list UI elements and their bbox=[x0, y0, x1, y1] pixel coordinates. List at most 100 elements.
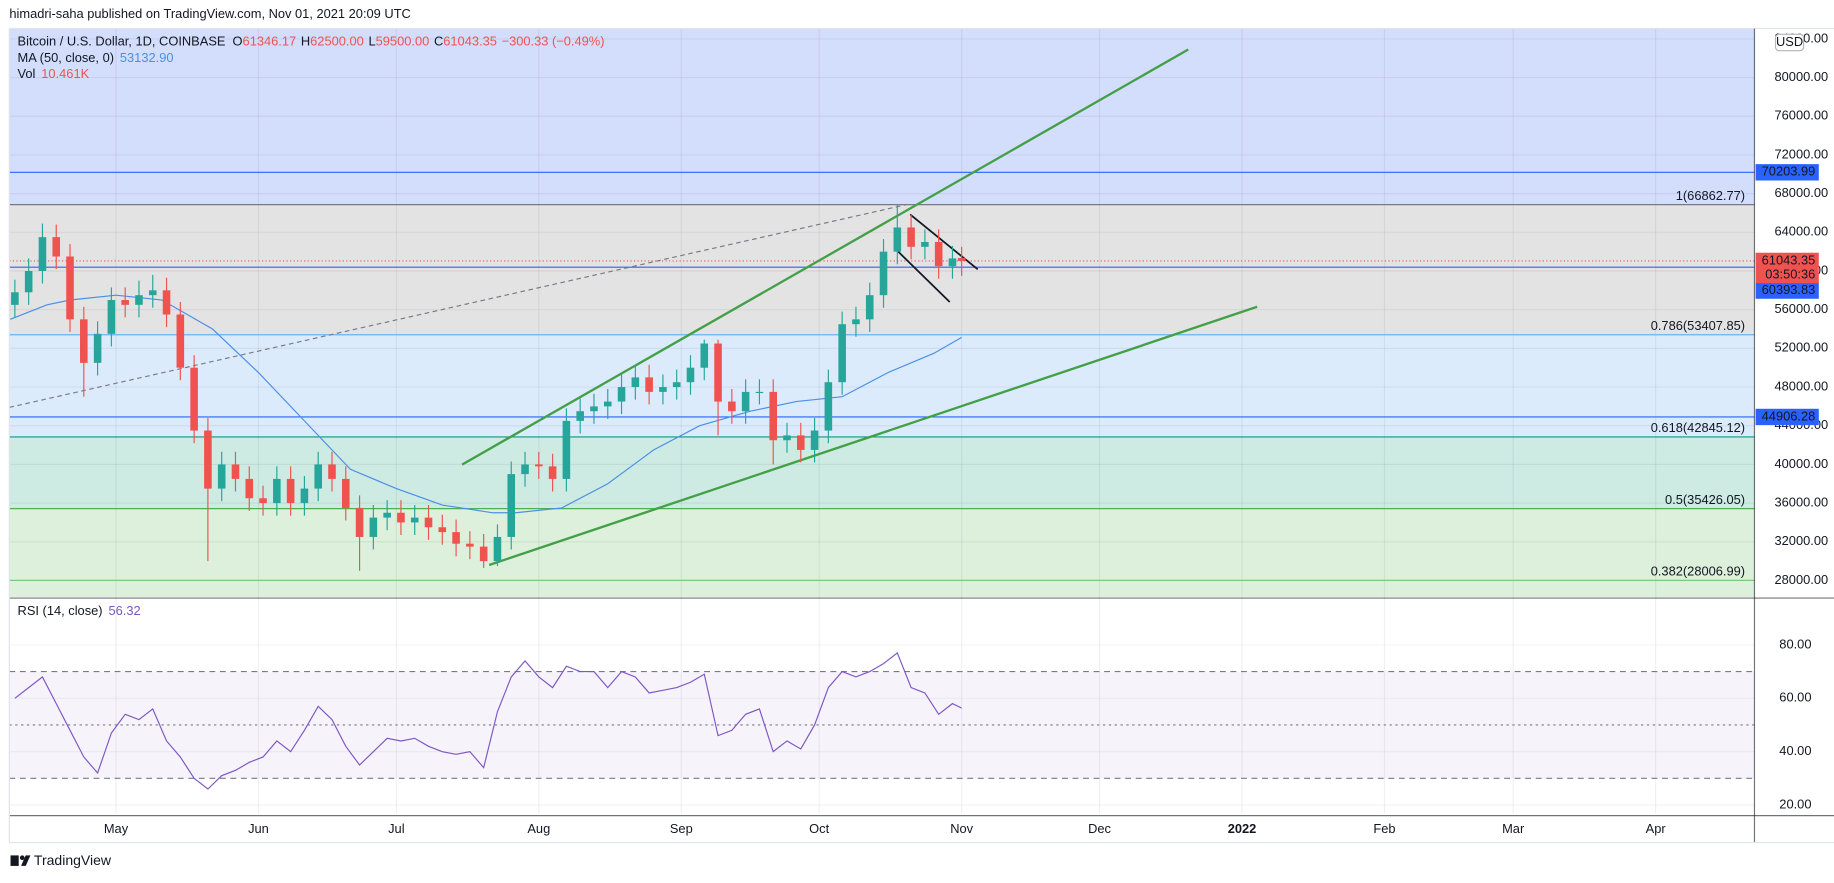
legend-item: 56.32 bbox=[108, 603, 140, 618]
x-tick-label: May bbox=[104, 821, 129, 836]
fib-label: 0.382(28006.99) bbox=[1651, 564, 1745, 579]
candle-body bbox=[176, 314, 185, 368]
moving-average bbox=[10, 294, 962, 514]
candle-body bbox=[190, 367, 198, 431]
series bbox=[10, 204, 966, 571]
rsi-tick-label: 20.00 bbox=[1779, 796, 1811, 811]
brand: TradingView bbox=[34, 852, 112, 868]
x-tick-label: Aug bbox=[527, 821, 550, 836]
fib-zone bbox=[9, 508, 1755, 581]
legend-item: 61346.17 bbox=[243, 34, 297, 49]
candle-body bbox=[452, 532, 460, 544]
rsi-line bbox=[14, 651, 962, 790]
candle-body bbox=[865, 295, 874, 320]
candle-body bbox=[824, 382, 833, 431]
candle-body bbox=[410, 517, 419, 523]
candle-body bbox=[957, 257, 966, 261]
candle-body bbox=[245, 478, 254, 499]
candle-body bbox=[535, 464, 543, 467]
candle-body bbox=[838, 324, 846, 383]
x-tick-label: Jun bbox=[248, 821, 269, 836]
candle-body bbox=[438, 527, 447, 533]
trend-line bbox=[909, 213, 979, 271]
price-badge-label: 60393.83 bbox=[1762, 282, 1816, 297]
candle-body bbox=[796, 435, 805, 450]
candle-body bbox=[493, 536, 502, 562]
candle-body bbox=[934, 241, 943, 267]
candle-body bbox=[741, 391, 750, 412]
legend-item: 53132.90 bbox=[120, 50, 174, 65]
price-badge-label: 44906.28 bbox=[1762, 408, 1816, 423]
legend-item: H bbox=[301, 34, 310, 49]
levels bbox=[9, 48, 1755, 581]
y-tick-label: 56000.00 bbox=[1775, 301, 1829, 316]
candle-body bbox=[879, 251, 888, 296]
y-tick-label: 68000.00 bbox=[1775, 185, 1829, 200]
x-tick-label: Sep bbox=[670, 821, 693, 836]
currency-badge bbox=[1774, 33, 1805, 52]
legend-item: 61043.35 bbox=[443, 34, 497, 49]
legend-item: L bbox=[368, 34, 375, 49]
price-badge bbox=[1755, 408, 1819, 426]
candle-body bbox=[38, 237, 47, 271]
candle-body bbox=[355, 507, 364, 537]
x-tick-label: Jul bbox=[388, 821, 404, 836]
legend-item: Vol bbox=[18, 67, 36, 82]
fib-label: 0.786(53407.85) bbox=[1651, 318, 1745, 333]
candle-body bbox=[135, 295, 143, 305]
candle-body bbox=[11, 292, 19, 305]
legend-item: 62500.00 bbox=[310, 34, 364, 49]
fib-label: 1(66862.77) bbox=[1676, 188, 1745, 203]
candle-body bbox=[769, 391, 778, 441]
x-tick-label: 2022 bbox=[1228, 821, 1257, 836]
published-note: himadri-saha published on TradingView.co… bbox=[9, 6, 411, 21]
candle-body bbox=[728, 401, 736, 412]
candle-body bbox=[162, 290, 171, 315]
candle-body bbox=[479, 546, 488, 562]
candle-body bbox=[66, 256, 74, 320]
candle-body bbox=[328, 464, 336, 479]
candle-body bbox=[383, 512, 391, 518]
legend-item: O bbox=[233, 34, 243, 49]
x-tick-label: Mar bbox=[1502, 821, 1525, 836]
trend-line bbox=[461, 48, 1189, 466]
candle-body bbox=[148, 290, 157, 296]
candle-body bbox=[852, 319, 860, 325]
candle-body bbox=[921, 241, 929, 247]
legend-item: 10.461K bbox=[41, 67, 89, 82]
x-tick-label: Dec bbox=[1088, 821, 1111, 836]
x-tick-label: Oct bbox=[809, 821, 829, 836]
candle-body bbox=[80, 319, 88, 363]
y-tick-label: 36000.00 bbox=[1775, 494, 1829, 509]
price-badge bbox=[1755, 164, 1819, 181]
ohlc-legend: Bitcoin / U.S. Dollar, 1D, COINBASE O6134… bbox=[18, 34, 605, 49]
rsi-tick-label: 60.00 bbox=[1779, 690, 1811, 705]
candle-body bbox=[273, 478, 281, 504]
candle-body bbox=[231, 464, 240, 479]
fib-zone bbox=[9, 436, 1755, 509]
candle-body bbox=[603, 401, 612, 407]
candle-body bbox=[314, 464, 323, 489]
candle-body bbox=[700, 343, 709, 368]
candle-body bbox=[686, 367, 695, 383]
candle-body bbox=[907, 227, 915, 247]
y-tick-label: 52000.00 bbox=[1775, 340, 1829, 355]
candle-body bbox=[783, 435, 791, 441]
legend-item: RSI (14, close) bbox=[18, 603, 103, 618]
rsi-tick-label: 40.00 bbox=[1779, 743, 1811, 758]
x-tick-label: Nov bbox=[950, 821, 973, 836]
legend-item: −300.33 (−0.49%) bbox=[502, 34, 605, 49]
fib-label: 0.618(42845.12) bbox=[1651, 420, 1745, 435]
volume-legend: Vol 10.461K bbox=[18, 67, 90, 82]
candle-body bbox=[24, 270, 33, 293]
legend-item: Bitcoin / U.S. Dollar, 1D, COINBASE bbox=[18, 34, 226, 49]
trend-line bbox=[9, 204, 907, 408]
candle-body bbox=[93, 333, 102, 363]
candle-body bbox=[121, 300, 129, 305]
ma-legend: MA (50, close, 0) 53132.90 bbox=[18, 50, 174, 65]
last-price-label: 61043.35 bbox=[1762, 252, 1816, 267]
candle-body bbox=[521, 464, 529, 475]
y-tick-label: 80000.00 bbox=[1775, 69, 1829, 84]
